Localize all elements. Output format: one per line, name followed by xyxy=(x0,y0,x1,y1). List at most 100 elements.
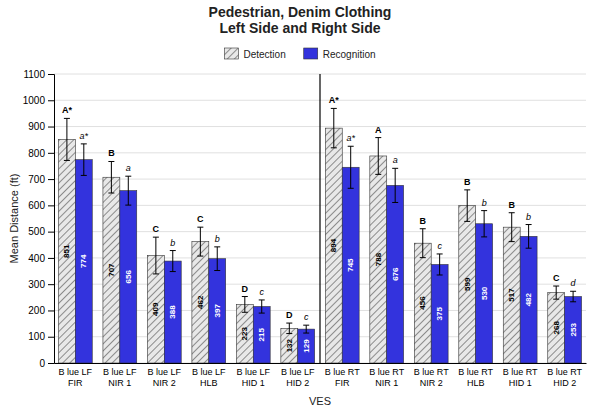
annotation: d xyxy=(571,278,577,288)
error-bar xyxy=(481,211,487,237)
y-tick: 500 xyxy=(28,226,54,237)
x-tick-label: B lue LFFIR xyxy=(59,367,93,387)
annotation: C xyxy=(197,214,204,224)
y-tick-mark xyxy=(48,232,54,233)
annotation: C xyxy=(553,273,560,283)
annotation: a xyxy=(393,155,398,165)
x-tick-label: B lue LFHID 1 xyxy=(237,367,271,387)
data-label: 851 xyxy=(62,244,71,258)
annotation: c xyxy=(304,312,309,322)
annotation: a xyxy=(126,163,131,173)
annotation: B xyxy=(108,148,115,158)
bar xyxy=(209,259,226,363)
x-tick: B lue RTFIR xyxy=(325,363,360,388)
data-label: 375 xyxy=(435,307,444,321)
data-label: 223 xyxy=(240,326,249,340)
x-tick: B lue RTHID 2 xyxy=(547,363,582,388)
data-label: 530 xyxy=(480,286,489,300)
error-bar xyxy=(570,291,576,302)
error-bar xyxy=(553,286,559,299)
bar xyxy=(503,227,520,363)
y-tick-mark xyxy=(48,100,54,101)
bar xyxy=(298,329,315,363)
error-bar xyxy=(303,325,309,333)
error-bar xyxy=(81,144,87,176)
x-tick-label: B lue RTNIR 1 xyxy=(369,367,404,387)
y-tick-mark xyxy=(48,337,54,338)
data-label: 745 xyxy=(346,258,355,272)
x-tick: B lue LFHID 1 xyxy=(237,363,271,388)
error-bar xyxy=(153,237,159,274)
annotation: c xyxy=(259,287,264,297)
annotation: a* xyxy=(346,133,355,143)
bar xyxy=(431,264,448,363)
bar xyxy=(548,293,565,363)
x-tick-label: B lue LFNIR 1 xyxy=(103,367,137,387)
series xyxy=(58,128,564,363)
data-label: 253 xyxy=(569,323,578,337)
data-label: 268 xyxy=(552,321,561,335)
x-tick-label: B lue RTHLB xyxy=(458,367,493,387)
annotation: c xyxy=(437,241,442,251)
data-label: 599 xyxy=(463,277,472,291)
y-tick: 300 xyxy=(28,279,54,290)
x-tick: B lue RTHLB xyxy=(458,363,493,388)
x-tick: B lue RTNIR 2 xyxy=(414,363,449,388)
bar xyxy=(459,206,476,363)
annotation: B xyxy=(464,177,471,187)
data-label: 774 xyxy=(79,254,88,268)
error-bar xyxy=(170,251,176,272)
legend-swatch xyxy=(304,48,318,59)
annotation: B xyxy=(508,200,515,210)
y-tick: 700 xyxy=(28,174,54,185)
x-tick: B lue LFNIR 2 xyxy=(148,363,182,388)
error-bar xyxy=(259,300,265,313)
data-label: 894 xyxy=(329,238,338,252)
error-bars xyxy=(64,108,559,333)
y-tick: 200 xyxy=(28,305,54,316)
chart: Pedestrian, Denim ClothingLeft Side and … xyxy=(0,0,600,413)
y-axis-line xyxy=(48,75,55,364)
legend-label: Detection xyxy=(243,49,285,60)
y-tick: 900 xyxy=(28,121,54,132)
error-bar xyxy=(464,190,470,222)
error-bar xyxy=(526,225,532,249)
y-tick-mark xyxy=(48,179,54,180)
data-label: 707 xyxy=(107,263,116,277)
y-tick-label: 300 xyxy=(28,279,45,290)
data-label: 388 xyxy=(168,305,177,319)
annotation: B xyxy=(420,216,427,226)
bar xyxy=(253,307,270,363)
y-tick-mark xyxy=(48,284,54,285)
bar xyxy=(520,236,537,363)
x-tick: B lue LFHLB xyxy=(192,363,226,388)
error-bar xyxy=(286,323,292,334)
bar xyxy=(103,177,120,363)
x-tick-label: B lue LFHLB xyxy=(192,367,226,387)
annotation: a* xyxy=(80,131,89,141)
data-label: 462 xyxy=(196,295,205,309)
y-axis: 010020030040050060070080090010001100 xyxy=(23,69,55,369)
y-tick-label: 500 xyxy=(28,226,45,237)
divider xyxy=(319,74,320,363)
error-bar xyxy=(509,213,515,242)
x-tick: B lue LFNIR 1 xyxy=(103,363,137,388)
annotation: A* xyxy=(62,105,72,115)
error-bar xyxy=(242,297,248,313)
annotation: b xyxy=(215,234,220,244)
legend-item: Recognition xyxy=(304,48,376,60)
bar xyxy=(236,304,253,363)
bar xyxy=(476,224,493,363)
error-bar xyxy=(437,254,443,275)
bar xyxy=(370,156,387,363)
bar xyxy=(387,185,404,363)
legend: Detection Recognition xyxy=(224,48,375,60)
data-label: 517 xyxy=(507,288,516,302)
y-tick-label: 700 xyxy=(28,174,45,185)
labels: 851A*707B409C462C223D132D894A*788A456B59… xyxy=(62,95,578,352)
error-bar xyxy=(108,161,114,193)
y-tick-mark xyxy=(48,153,54,154)
plot-area: 010020030040050060070080090010001100B lu… xyxy=(23,69,587,388)
annotation: b xyxy=(482,198,487,208)
data-label: 132 xyxy=(285,338,294,352)
